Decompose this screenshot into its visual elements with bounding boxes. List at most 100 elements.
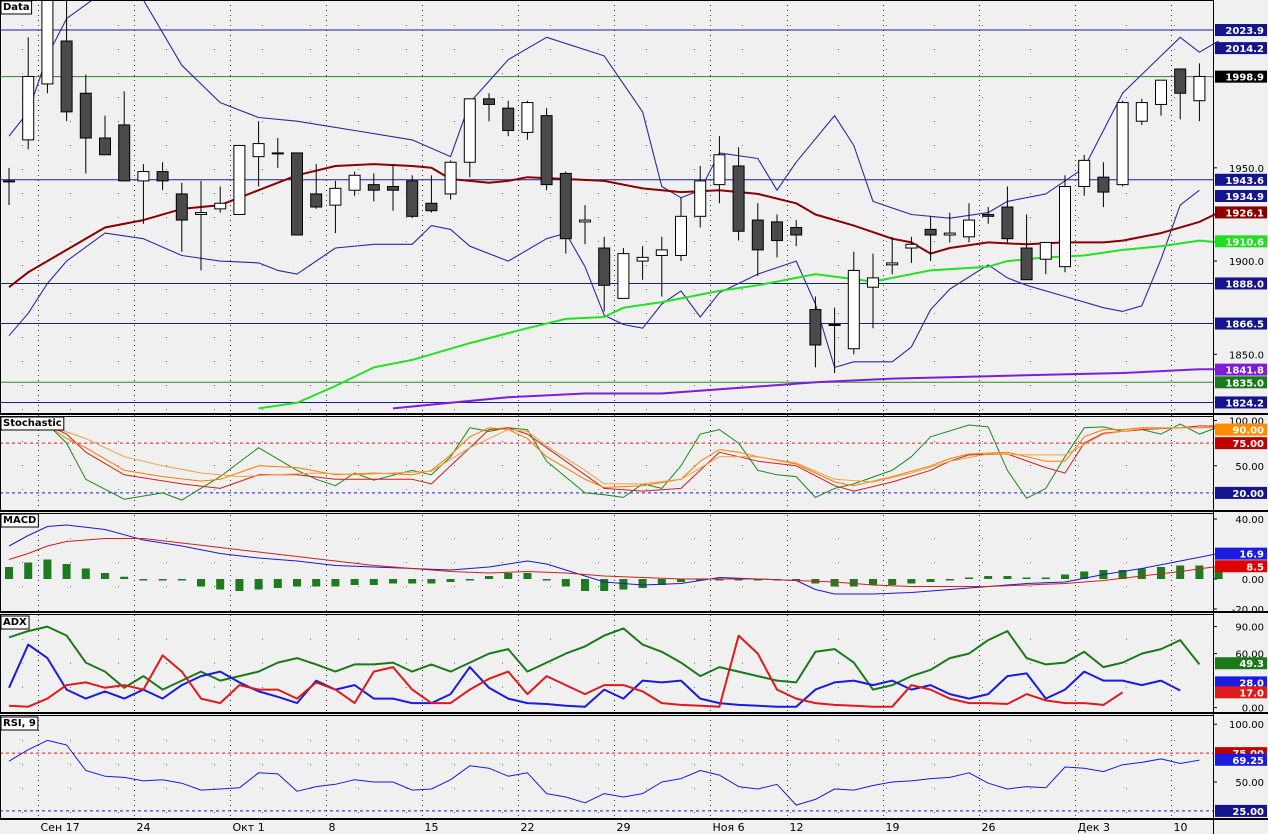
macd-y-tick-label: 40.00 xyxy=(1235,515,1264,526)
macd-histogram-bar xyxy=(177,579,186,581)
grid-dot xyxy=(550,265,551,266)
grid-dot xyxy=(1174,740,1175,741)
grid-dot xyxy=(262,562,263,563)
stochastic-series-line xyxy=(8,423,1219,485)
grid-dot xyxy=(70,193,71,194)
grid-dot xyxy=(982,241,983,242)
grid-dot xyxy=(118,812,119,813)
price-value-tag-bg xyxy=(1215,396,1267,409)
grid-dot xyxy=(742,586,743,587)
rsi-value-tag: 69.25 xyxy=(1232,756,1264,767)
grid-dot xyxy=(502,145,503,146)
grid-dot xyxy=(118,97,119,98)
grid-dot xyxy=(1174,337,1175,338)
grid-dot xyxy=(598,217,599,218)
grid-dot xyxy=(1174,265,1175,266)
grid-dot xyxy=(166,489,167,490)
grid-dot xyxy=(742,812,743,813)
grid-dot xyxy=(550,313,551,314)
grid-dot xyxy=(502,73,503,74)
grid-dot xyxy=(646,385,647,386)
grid-dot xyxy=(1126,465,1127,466)
price-value-tag: 1888.0 xyxy=(1225,279,1264,290)
grid-dot xyxy=(1078,49,1079,50)
grid-dot xyxy=(22,639,23,640)
grid-dot xyxy=(166,538,167,539)
grid-dot xyxy=(838,740,839,741)
grid-dot xyxy=(982,217,983,218)
grid-dot xyxy=(214,562,215,563)
grid-dot xyxy=(406,25,407,26)
grid-dot xyxy=(1174,385,1175,386)
grid-dot xyxy=(694,73,695,74)
macd-histogram-bar xyxy=(465,579,474,581)
grid-dot xyxy=(982,687,983,688)
candle-body xyxy=(60,40,73,113)
grid-dot xyxy=(550,193,551,194)
grid-dot xyxy=(1078,639,1079,640)
grid-dot xyxy=(214,121,215,122)
grid-dot xyxy=(358,409,359,410)
grid-dot xyxy=(310,73,311,74)
grid-dot xyxy=(358,97,359,98)
grid-dot xyxy=(502,361,503,362)
grid-dot xyxy=(22,385,23,386)
grid-dot xyxy=(70,145,71,146)
grid-dot xyxy=(790,663,791,664)
grid-dot xyxy=(310,313,311,314)
grid-dot xyxy=(214,49,215,50)
panel-title-bg xyxy=(0,513,39,528)
grid-dot xyxy=(886,740,887,741)
stochastic-value-tag-bg xyxy=(1215,437,1267,450)
grid-dot xyxy=(646,441,647,442)
macd-histogram-bar xyxy=(926,579,935,582)
grid-dot xyxy=(214,313,215,314)
grid-dot xyxy=(262,241,263,242)
panel-title-macd: MACD xyxy=(3,515,36,526)
price-value-tag: 1866.5 xyxy=(1225,320,1264,331)
grid-dot xyxy=(358,25,359,26)
candle-body xyxy=(924,228,937,236)
grid-dot xyxy=(454,663,455,664)
grid-dot xyxy=(22,764,23,765)
grid-dot xyxy=(1126,49,1127,50)
grid-dot xyxy=(70,562,71,563)
panel-title-bg xyxy=(0,716,39,731)
grid-dot xyxy=(1126,289,1127,290)
grid-dot xyxy=(406,49,407,50)
grid-dot xyxy=(214,639,215,640)
grid-dot xyxy=(742,361,743,362)
grid-dot xyxy=(838,337,839,338)
grid-dot xyxy=(646,289,647,290)
candle-body xyxy=(1116,102,1129,186)
grid-dot xyxy=(742,788,743,789)
panel-title-stochastic: Stochastic xyxy=(3,418,62,429)
grid-dot xyxy=(262,764,263,765)
macd-histogram-bar xyxy=(657,579,666,585)
grid-dot xyxy=(502,337,503,338)
grid-dot xyxy=(454,265,455,266)
grid-dot xyxy=(310,169,311,170)
grid-dot xyxy=(358,441,359,442)
grid-dot xyxy=(166,441,167,442)
panel-title-bg xyxy=(0,0,33,15)
grid-dot xyxy=(790,193,791,194)
grid-dot xyxy=(1126,663,1127,664)
grid-dot xyxy=(646,241,647,242)
grid-dot xyxy=(838,639,839,640)
grid-dot xyxy=(502,562,503,563)
price-value-tag-bg xyxy=(1215,277,1267,290)
grid-dot xyxy=(598,663,599,664)
grid-dot xyxy=(790,361,791,362)
grid-dot xyxy=(934,740,935,741)
adx-value-tag-bg xyxy=(1215,676,1267,689)
grid-dot xyxy=(838,145,839,146)
grid-dot xyxy=(646,663,647,664)
grid-dot xyxy=(982,441,983,442)
grid-dot xyxy=(1078,217,1079,218)
grid-dot xyxy=(982,788,983,789)
rsi-value-tag-bg xyxy=(1215,753,1267,766)
grid-dot xyxy=(1030,241,1031,242)
grid-dot xyxy=(502,97,503,98)
grid-dot xyxy=(118,49,119,50)
